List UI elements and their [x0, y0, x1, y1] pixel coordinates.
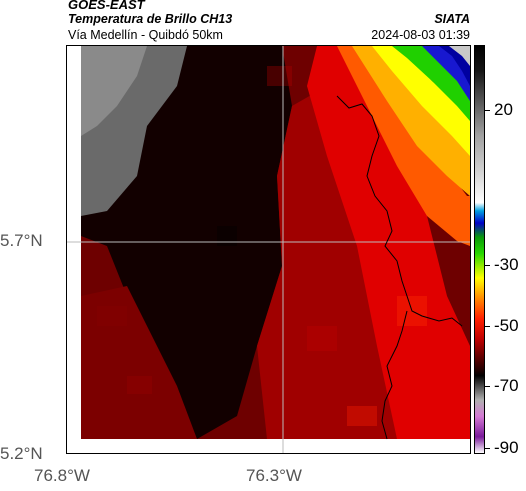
colorbar-tick	[485, 448, 490, 449]
brightness-temperature-map[interactable]	[66, 45, 471, 454]
department-boundary	[336, 95, 463, 440]
colorbar-label-20: 20	[494, 100, 513, 119]
green-band	[392, 46, 470, 121]
colorbar-tick	[485, 265, 490, 266]
longitude-label-76.3: 76.3°W	[246, 466, 302, 485]
amber-band	[352, 46, 470, 196]
gray-cold-top-light	[81, 46, 147, 136]
texture-patches	[97, 66, 427, 426]
colorbar-tick	[485, 386, 490, 387]
longitude-label-76.8: 76.8°W	[34, 466, 90, 485]
datetime-label: 2024-08-03 01:39	[371, 28, 470, 42]
colorbar-label-minus-90: -90	[494, 438, 519, 457]
yellow-band	[372, 46, 470, 156]
product-title: Temperatura de Brillo CH13	[68, 12, 233, 26]
orange-band	[337, 46, 470, 246]
colorbar-label-minus-30: -30	[494, 255, 519, 274]
colorbar-tick	[485, 110, 490, 111]
temperature-colorbar	[474, 45, 485, 454]
colorbar-label-minus-70: -70	[494, 376, 519, 395]
latitude-label-5.7: 5.7°N	[0, 231, 43, 250]
latitude-label-5.2: 5.2°N	[0, 444, 43, 463]
colorbar-tick	[485, 326, 490, 327]
dark-red-field-lower-left	[81, 286, 197, 439]
light-gray-corner	[449, 46, 470, 66]
region-label: Vía Medellín - Quibdó 50km	[68, 28, 223, 42]
satellite-title: GOES-EAST	[68, 0, 145, 12]
organization-label: SIATA	[434, 12, 470, 26]
colorbar-label-minus-50: -50	[494, 316, 519, 335]
